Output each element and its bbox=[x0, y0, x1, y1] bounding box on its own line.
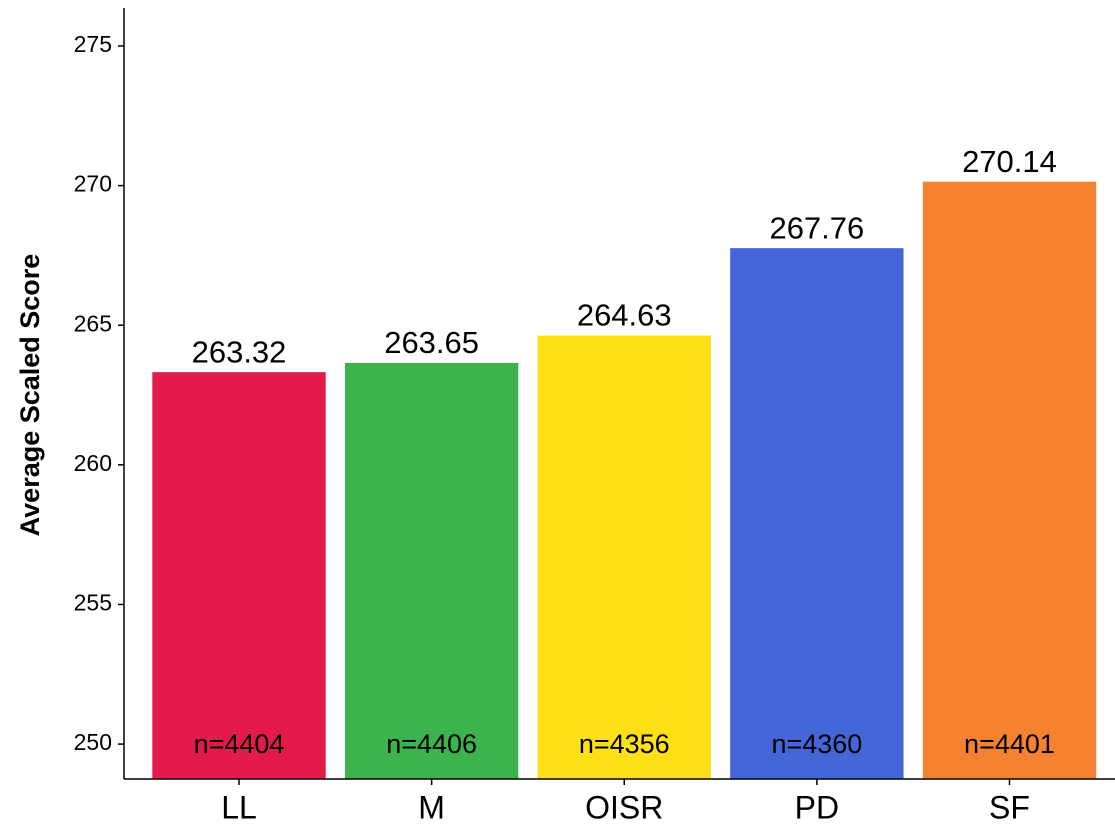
y-tick-label: 270 bbox=[74, 171, 112, 197]
value-label: 267.76 bbox=[769, 210, 864, 245]
x-tick-label: SF bbox=[989, 789, 1030, 825]
x-tick-label: M bbox=[418, 789, 445, 825]
bar bbox=[730, 248, 904, 780]
value-label: 263.32 bbox=[192, 334, 287, 369]
n-label: n=4356 bbox=[579, 729, 670, 759]
y-tick-label: 260 bbox=[74, 450, 112, 476]
bar bbox=[344, 362, 519, 779]
y-tick-label: 255 bbox=[74, 590, 112, 616]
value-label: 263.65 bbox=[384, 325, 479, 360]
n-label: n=4401 bbox=[964, 729, 1055, 759]
n-label: n=4404 bbox=[194, 729, 285, 759]
bar bbox=[922, 181, 1097, 780]
x-tick-label: OISR bbox=[585, 789, 663, 825]
y-tick-label: 265 bbox=[74, 310, 112, 336]
y-axis-title: Average Scaled Score bbox=[15, 254, 45, 537]
x-tick-label: PD bbox=[795, 789, 839, 825]
n-label: n=4360 bbox=[771, 729, 862, 759]
value-label: 264.63 bbox=[577, 298, 672, 333]
y-tick-label: 250 bbox=[74, 729, 112, 755]
n-label: n=4406 bbox=[386, 729, 477, 759]
bar bbox=[537, 335, 711, 779]
y-tick-label: 275 bbox=[74, 31, 112, 57]
value-label: 270.14 bbox=[962, 144, 1057, 179]
bar bbox=[152, 372, 326, 779]
x-tick-label: LL bbox=[221, 789, 257, 825]
